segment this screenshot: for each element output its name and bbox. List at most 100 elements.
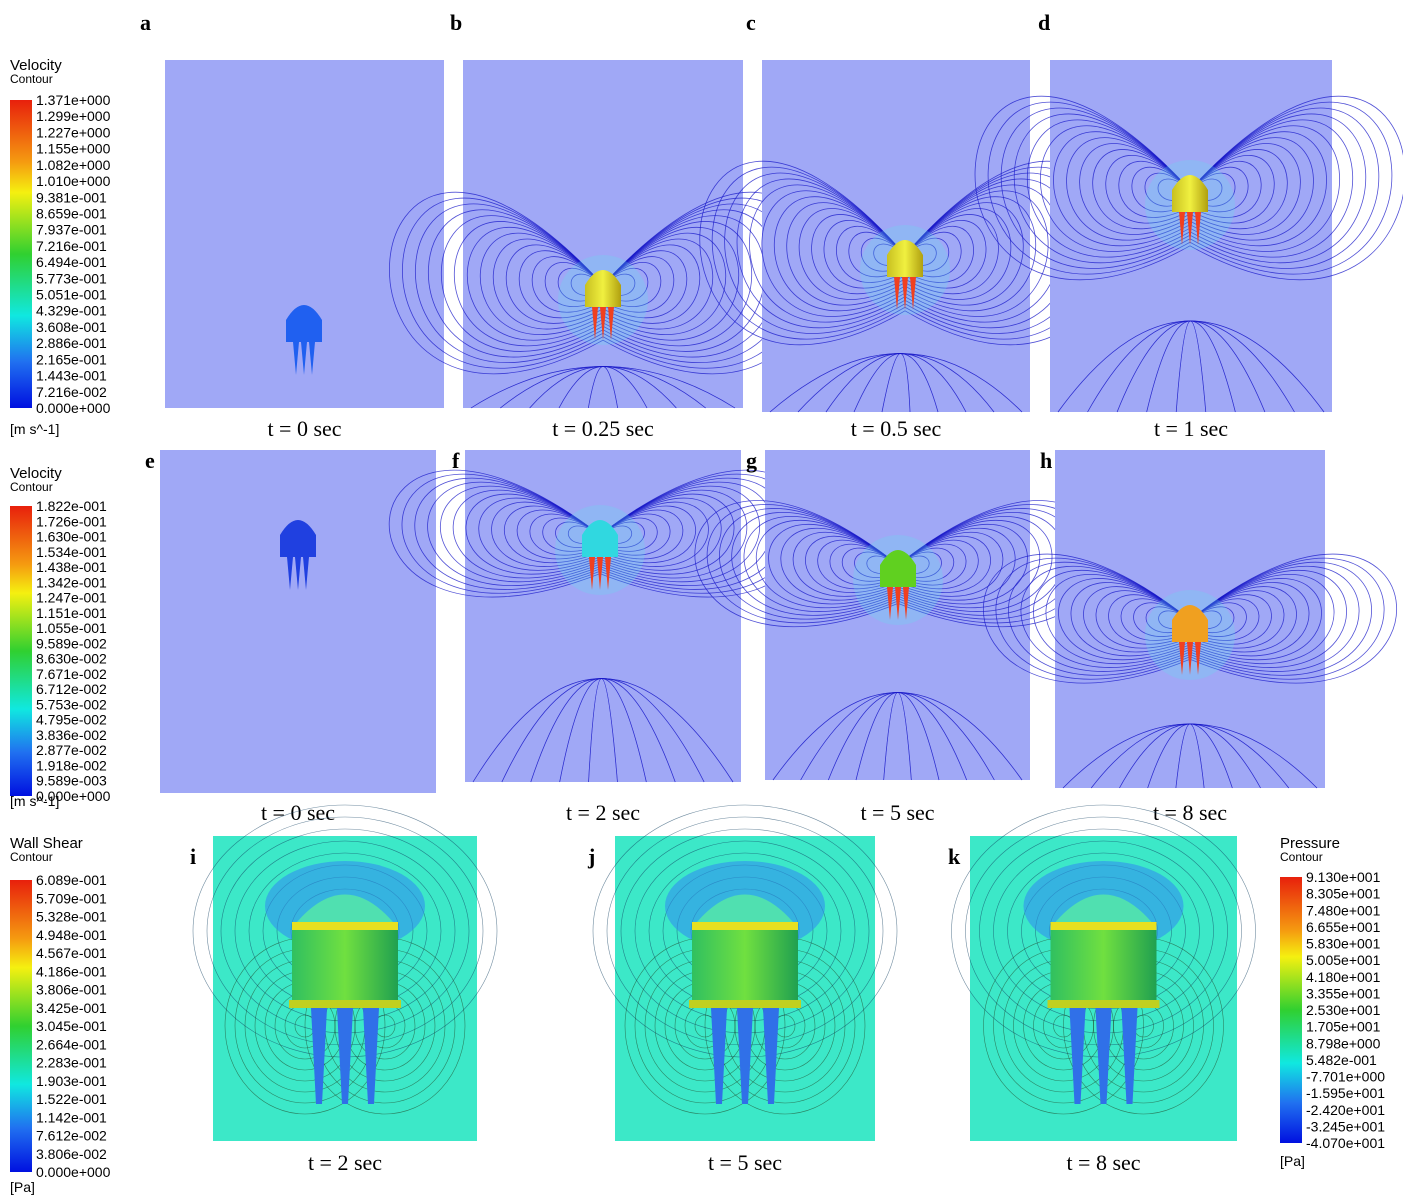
jellyfish-bell [280, 535, 316, 557]
legend-label: 9.589e-002 [36, 635, 107, 651]
color-bar [1280, 877, 1302, 1143]
bell-rim [692, 922, 798, 930]
legend-label: -2.420e+001 [1306, 1102, 1385, 1118]
legend-label: 7.216e-001 [36, 238, 107, 254]
bell [292, 930, 398, 1002]
legend-label: 1.142e-001 [36, 1109, 107, 1125]
legend-label: 4.329e-001 [36, 303, 107, 319]
color-bar [10, 880, 32, 1172]
legend-label: 3.806e-001 [36, 982, 107, 998]
legend-label: 1.534e-001 [36, 544, 107, 560]
legend-label: 6.494e-001 [36, 254, 107, 270]
panel [593, 805, 897, 1141]
legend-label: 1.010e+000 [36, 173, 111, 189]
panel-letter: e [145, 448, 155, 473]
legend-label: 9.381e-001 [36, 189, 107, 205]
legend-label: 5.753e-002 [36, 696, 107, 712]
legend-unit: [m s^-1] [10, 421, 59, 437]
legend-label: 6.089e-001 [36, 872, 107, 888]
panel-caption: t = 2 sec [308, 1150, 382, 1175]
panel-caption: t = 2 sec [566, 800, 640, 825]
panel-letter: d [1038, 10, 1050, 35]
legend-label: 1.151e-001 [36, 605, 107, 621]
legend-label: -1.595e+001 [1306, 1085, 1385, 1101]
legend-label: 8.630e-002 [36, 651, 107, 667]
jellyfish-bell [1172, 190, 1208, 212]
legend-label: 8.659e-001 [36, 205, 107, 221]
jellyfish-bell [887, 255, 923, 277]
jellyfish-bell [582, 535, 618, 557]
legend-label: 5.709e-001 [36, 890, 107, 906]
panel-letter: i [190, 844, 196, 869]
panel [165, 60, 444, 408]
bell-base [689, 1000, 801, 1008]
panel [700, 60, 1110, 412]
legend-subtitle: Contour [1280, 850, 1323, 864]
panel-caption: t = 0 sec [267, 416, 341, 441]
legend-label: 1.705e+001 [1306, 1019, 1381, 1035]
legend-label: 2.165e-001 [36, 351, 107, 367]
legend-label: 2.283e-001 [36, 1055, 107, 1071]
legend-label: 1.630e-001 [36, 529, 107, 545]
legend-label: 7.612e-002 [36, 1128, 107, 1144]
panel-letter: j [587, 844, 595, 869]
panel-letter: k [948, 844, 961, 869]
bell [692, 930, 798, 1002]
panel [193, 805, 497, 1141]
legend-label: 4.795e-002 [36, 712, 107, 728]
legend-label: 1.522e-001 [36, 1091, 107, 1107]
legend-label: 1.443e-001 [36, 368, 107, 384]
legend-label: 1.371e+000 [36, 92, 111, 108]
panel-caption: t = 0.5 sec [851, 416, 942, 441]
legend-label: 5.051e-001 [36, 287, 107, 303]
legend-label: 3.806e-002 [36, 1146, 107, 1162]
legend-label: 3.425e-001 [36, 1000, 107, 1016]
panel-background [463, 60, 743, 408]
figure: VelocityContour1.371e+0001.299e+0001.227… [0, 0, 1403, 1201]
legend-unit: [Pa] [10, 1179, 35, 1195]
legend-label: 4.567e-001 [36, 945, 107, 961]
legend-label: 7.671e-002 [36, 666, 107, 682]
bell-base [1048, 1000, 1160, 1008]
jellyfish-bell [1172, 620, 1208, 642]
legend-label: 7.216e-002 [36, 384, 107, 400]
bell-base [289, 1000, 401, 1008]
legend-subtitle: Contour [10, 850, 53, 864]
panel [952, 805, 1256, 1141]
panel-caption: t = 8 sec [1066, 1150, 1140, 1175]
panel-caption: t = 5 sec [708, 1150, 782, 1175]
panel-caption: t = 0 sec [261, 800, 335, 825]
legend-label: 1.903e-001 [36, 1073, 107, 1089]
legend-label: 6.712e-002 [36, 681, 107, 697]
jellyfish-bell [585, 285, 621, 307]
legend-label: -7.701e+000 [1306, 1069, 1385, 1085]
legend-label: 3.045e-001 [36, 1018, 107, 1034]
legend-label: -4.070e+001 [1306, 1135, 1385, 1151]
legend-label: 1.299e+000 [36, 108, 111, 124]
legend-label: 1.247e-001 [36, 590, 107, 606]
legend-label: 8.798e+000 [1306, 1035, 1381, 1051]
legend-label: 1.082e+000 [36, 157, 111, 173]
legend-label: 1.155e+000 [36, 141, 111, 157]
legend-label: 4.186e-001 [36, 963, 107, 979]
color-bar [10, 506, 32, 796]
bell-rim [292, 922, 398, 930]
legend-label: 1.726e-001 [36, 513, 107, 529]
panel-background [465, 450, 741, 782]
legend-label: 3.836e-002 [36, 727, 107, 743]
legend-label: 3.608e-001 [36, 319, 107, 335]
panel-letter: a [140, 10, 151, 35]
legend-label: 2.664e-001 [36, 1036, 107, 1052]
panel-letter: b [450, 10, 462, 35]
legend-unit: [m s^-1] [10, 793, 59, 809]
legend-label: 2.530e+001 [1306, 1002, 1381, 1018]
legend-label: 9.589e-003 [36, 773, 107, 789]
panel-letter: g [746, 448, 757, 473]
legend-label: 5.830e+001 [1306, 936, 1381, 952]
legend-label: 0.000e+000 [36, 400, 111, 416]
jellyfish-bell [286, 320, 322, 342]
jellyfish-bell [880, 565, 916, 587]
legend-label: 2.877e-002 [36, 742, 107, 758]
legend-label: 1.055e-001 [36, 620, 107, 636]
panel [389, 60, 816, 408]
